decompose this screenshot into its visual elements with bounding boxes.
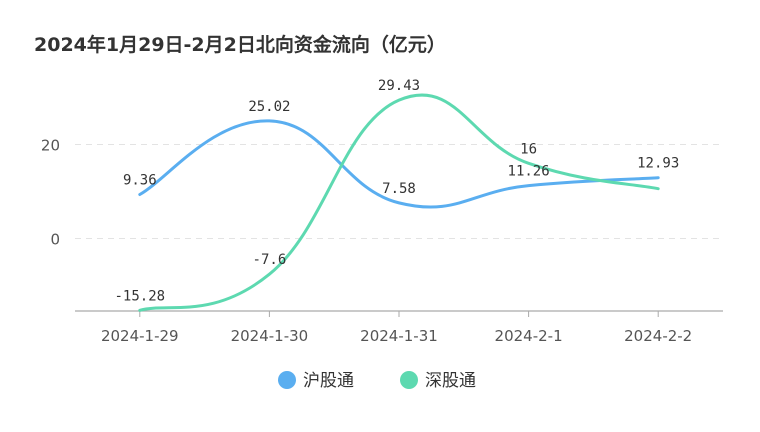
x-tick-label: 2024-2-1: [495, 327, 563, 345]
data-label: 11.26: [508, 164, 550, 180]
data-label: 12.93: [637, 156, 679, 172]
legend-item[interactable]: 深股通: [400, 371, 476, 391]
legend-item[interactable]: 沪股通: [278, 371, 354, 391]
data-label: 29.43: [378, 78, 420, 94]
x-tick-label: 2024-1-29: [101, 327, 179, 345]
data-label: -7.6: [253, 252, 287, 268]
legend-marker: [400, 371, 418, 389]
legend[interactable]: 沪股通 深股通: [278, 371, 476, 391]
legend-label: 沪股通: [303, 371, 354, 391]
chart-title: 2024年1月29日-2月2日北向资金流向（亿元）: [34, 34, 446, 56]
x-tick-label: 2024-1-30: [231, 327, 309, 345]
x-axis: 2024-1-29 2024-1-30 2024-1-31 2024-2-1 2024-…: [75, 310, 723, 345]
series-lines: [138, 93, 660, 312]
legend-label: 深股通: [425, 371, 476, 391]
y-tick-label: 20: [41, 137, 60, 155]
data-labels: 9.36 25.02 7.58 11.26 12.93 -15.28 -7.6 29.43 16: [115, 78, 680, 304]
series-line: [138, 93, 660, 312]
legend-marker: [278, 371, 296, 389]
data-label: 16: [520, 141, 537, 157]
gridlines: 0 20: [41, 137, 723, 249]
series-line: [138, 119, 660, 209]
x-tick-label: 2024-1-31: [360, 327, 438, 345]
data-label: 25.02: [248, 99, 290, 115]
data-label: 7.58: [382, 181, 416, 197]
x-tick-label: 2024-2-2: [624, 327, 692, 345]
data-label: -15.28: [115, 288, 166, 304]
y-tick-label: 0: [50, 231, 60, 249]
data-label: 9.36: [123, 173, 157, 189]
